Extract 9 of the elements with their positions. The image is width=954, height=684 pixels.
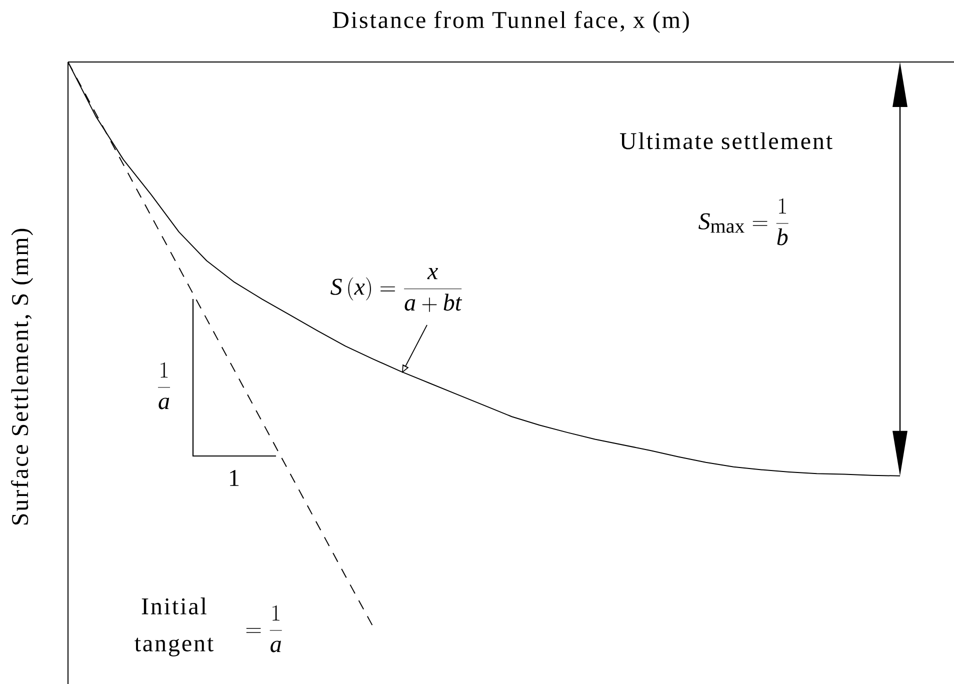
annotation: $S_{\max} = \frac{1}{b}$ bbox=[698, 198, 788, 246]
annotation: $S\,(x) = \frac{x}{a + bt}$ bbox=[330, 268, 462, 312]
y-axis-title: Surface Settlement, S (mm) bbox=[11, 228, 34, 524]
annotation: Ultimate settlement bbox=[620, 132, 832, 150]
annotation: 1 bbox=[230, 470, 239, 486]
x-axis-title: Distance from Tunnel face, x (m) bbox=[332, 10, 689, 33]
annotation: Initial tangent bbox=[134, 598, 214, 656]
annotation: $\frac{1}{a}$ bbox=[158, 362, 170, 410]
annotation: $= \frac{1}{a}$ bbox=[246, 605, 282, 652]
